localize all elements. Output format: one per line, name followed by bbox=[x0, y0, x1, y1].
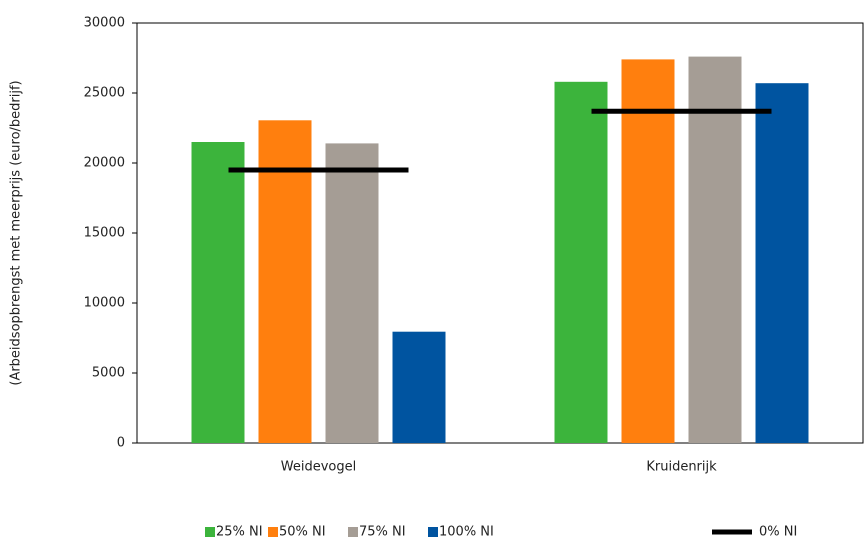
plot-frame bbox=[136, 22, 864, 444]
y-tick-label: 15000 bbox=[84, 226, 125, 241]
legend-label: 75% NI bbox=[359, 525, 406, 540]
legend-label: 50% NI bbox=[279, 525, 326, 540]
legend-label: 25% NI bbox=[216, 525, 263, 540]
y-tick-label: 25000 bbox=[84, 86, 125, 101]
y-tick-label: 20000 bbox=[84, 156, 125, 171]
legend-swatch bbox=[428, 527, 438, 537]
legend-label: 100% NI bbox=[439, 525, 494, 540]
y-axis-label: (Arbeidsopbrengst met meerprijs (euro/be… bbox=[9, 80, 24, 385]
x-tick-label: Kruidenrijk bbox=[646, 460, 717, 475]
legend-label: 0% NI bbox=[759, 525, 797, 540]
legend-swatch bbox=[268, 527, 278, 537]
legend-swatch bbox=[205, 527, 215, 537]
bar bbox=[191, 142, 245, 443]
bar bbox=[392, 331, 446, 443]
bar bbox=[258, 120, 312, 444]
bar bbox=[755, 83, 809, 443]
legend-swatch bbox=[348, 527, 358, 537]
x-tick-label: Weidevogel bbox=[281, 460, 356, 475]
bar bbox=[554, 81, 608, 444]
bar bbox=[688, 56, 742, 443]
y-tick-label: 0 bbox=[117, 436, 125, 451]
y-tick-label: 30000 bbox=[84, 16, 125, 31]
bar bbox=[621, 59, 675, 444]
y-tick-label: 5000 bbox=[92, 366, 125, 381]
bar bbox=[325, 143, 379, 443]
y-tick-label: 10000 bbox=[84, 296, 125, 311]
